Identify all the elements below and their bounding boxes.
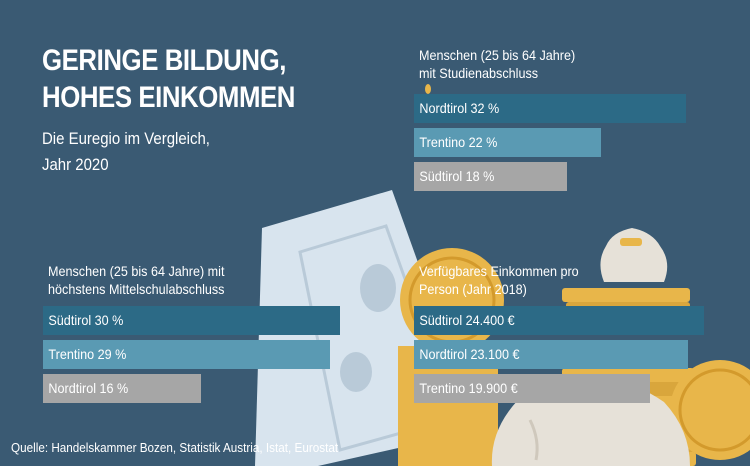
page-title: GERINGE BILDUNG, HOHES EINKOMMEN bbox=[42, 42, 295, 116]
chart-2-title-line-1: Menschen (25 bis 64 Jahre) mit bbox=[48, 263, 225, 279]
chart-3-bar-südtirol: Südtirol 24.400 € bbox=[414, 306, 704, 335]
chart-3-bar-label: Südtirol 24.400 € bbox=[419, 312, 515, 328]
chart-2-bar-südtirol: Südtirol 30 % bbox=[43, 306, 340, 335]
source-note: Quelle: Handelskammer Bozen, Statistik A… bbox=[11, 440, 339, 455]
chart-3-title: Verfügbares Einkommen pro Person (Jahr 2… bbox=[419, 262, 579, 298]
chart-1-bar-label: Südtirol 18 % bbox=[419, 168, 495, 184]
chart-3-title-line-2: Person (Jahr 2018) bbox=[419, 281, 527, 297]
chart-2-bar-trentino: Trentino 29 % bbox=[43, 340, 330, 369]
title-line-2: HOHES EINKOMMEN bbox=[42, 81, 296, 114]
chart-2-title-line-2: höchstens Mittelschulabschluss bbox=[48, 281, 225, 297]
chart-2-bar-label: Nordtirol 16 % bbox=[48, 380, 129, 396]
chart-2-bar-label: Südtirol 30 % bbox=[48, 312, 124, 328]
chart-1-bar-nordtirol: Nordtirol 32 % bbox=[414, 94, 686, 123]
subtitle-line-1: Die Euregio im Vergleich, bbox=[42, 129, 210, 148]
chart-1-title: Menschen (25 bis 64 Jahre) mit Studienab… bbox=[419, 46, 575, 82]
chart-2-title: Menschen (25 bis 64 Jahre) mit höchstens… bbox=[48, 262, 224, 298]
page-subtitle: Die Euregio im Vergleich, Jahr 2020 bbox=[42, 126, 210, 178]
chart-3-bar-nordtirol: Nordtirol 23.100 € bbox=[414, 340, 688, 369]
chart-1-bar-label: Trentino 22 % bbox=[419, 134, 498, 150]
chart-1-bar-trentino: Trentino 22 % bbox=[414, 128, 601, 157]
chart-2-bar-label: Trentino 29 % bbox=[48, 346, 127, 362]
chart-1-bar-label: Nordtirol 32 % bbox=[419, 100, 500, 116]
chart-3-bar-trentino: Trentino 19.900 € bbox=[414, 374, 650, 403]
small-coin-icon bbox=[425, 84, 431, 94]
title-line-1: GERINGE BILDUNG, bbox=[42, 44, 286, 77]
subtitle-line-2: Jahr 2020 bbox=[42, 155, 109, 174]
chart-3-bar-label: Nordtirol 23.100 € bbox=[419, 346, 520, 362]
chart-2-bar-nordtirol: Nordtirol 16 % bbox=[43, 374, 201, 403]
chart-1-bar-südtirol: Südtirol 18 % bbox=[414, 162, 567, 191]
chart-1-title-line-2: mit Studienabschluss bbox=[419, 65, 539, 81]
chart-3-title-line-1: Verfügbares Einkommen pro bbox=[419, 263, 579, 279]
chart-1-title-line-1: Menschen (25 bis 64 Jahre) bbox=[419, 47, 576, 63]
chart-3-bar-label: Trentino 19.900 € bbox=[419, 380, 518, 396]
